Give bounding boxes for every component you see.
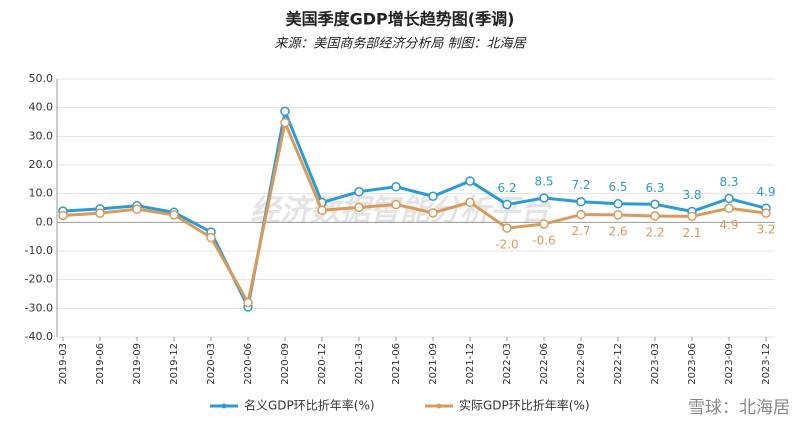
data-point [650, 199, 660, 210]
data-point [243, 297, 253, 308]
data-point [391, 182, 401, 192]
legend-label: 名义GDP环比折年率(%) [244, 398, 375, 413]
y-tick-label: -40.0 [25, 330, 53, 343]
chart-subtitle: 来源：美国商务部经济分析局 制图：北海居 [274, 37, 527, 52]
data-point [465, 176, 475, 186]
data-point [576, 209, 586, 220]
y-tick-label: 50.0 [29, 72, 54, 85]
series-line [62, 106, 767, 312]
x-tick-label: 2019-03 [58, 343, 69, 385]
y-tick-label: 30.0 [29, 129, 54, 142]
data-label: 4.9 [719, 218, 738, 232]
data-point [761, 208, 771, 218]
data-label: 3.2 [756, 223, 775, 237]
data-label: 4.9 [756, 185, 775, 199]
data-label: 2.6 [608, 224, 627, 238]
data-point [724, 203, 734, 214]
x-tick-label: 2023-06 [687, 343, 698, 385]
data-point [502, 223, 512, 233]
data-point [354, 202, 364, 213]
data-point [95, 208, 105, 218]
data-label: -0.6 [532, 234, 555, 248]
data-point [502, 199, 512, 210]
data-point [317, 205, 327, 216]
data-point [428, 208, 438, 218]
data-point [613, 210, 623, 220]
watermark: 经济数据智能分析平台 [250, 194, 552, 229]
x-tick-label: 2023-09 [724, 343, 735, 385]
data-point [132, 204, 142, 214]
data-label: 2.2 [645, 226, 664, 240]
data-point [539, 219, 549, 229]
data-point [280, 117, 290, 128]
x-tick-label: 2023-12 [761, 343, 772, 385]
data-label: -2.0 [495, 238, 518, 252]
data-label: 2.7 [571, 224, 590, 238]
x-tick-label: 2022-06 [539, 343, 550, 385]
data-point [280, 106, 290, 117]
x-tick-label: 2022-12 [613, 343, 624, 385]
data-point [391, 199, 401, 210]
data-point [465, 197, 475, 208]
data-point [539, 193, 549, 203]
data-label: 8.3 [719, 175, 738, 189]
data-point [650, 211, 660, 221]
x-tick-label: 2021-09 [428, 343, 439, 385]
chart-title: 美国季度GDP增长趋势图(季调) [286, 10, 515, 29]
data-point [169, 210, 179, 220]
data-point [576, 196, 586, 207]
data-label: 6.5 [608, 180, 627, 194]
x-tick-label: 2021-06 [391, 343, 402, 385]
series-line [62, 117, 767, 307]
x-tick-label: 2020-09 [280, 343, 291, 385]
y-tick-label: 40.0 [29, 101, 54, 114]
y-tick-label: 10.0 [29, 187, 54, 200]
y-tick-label: -30.0 [25, 301, 53, 314]
data-point [428, 191, 438, 201]
data-label: 6.2 [497, 181, 516, 195]
data-point [206, 232, 216, 243]
legend-label: 实际GDP环比折年率(%) [459, 398, 590, 413]
x-tick-label: 2019-09 [132, 343, 143, 385]
data-label: 6.3 [645, 181, 664, 195]
data-point [687, 211, 697, 222]
data-label: 3.8 [682, 188, 701, 202]
data-point [354, 186, 364, 197]
y-tick-label: -20.0 [25, 273, 53, 286]
x-tick-label: 2020-06 [243, 343, 254, 385]
y-tick-label: -10.0 [25, 244, 53, 257]
data-label: 2.1 [682, 226, 701, 240]
x-tick-label: 2020-03 [206, 343, 217, 385]
legend-dot [221, 403, 227, 409]
data-point [724, 193, 734, 204]
data-label: 8.5 [534, 174, 553, 188]
x-tick-label: 2020-12 [317, 343, 328, 385]
data-label: 7.2 [571, 178, 590, 192]
y-tick-label: 20.0 [29, 158, 54, 171]
data-point [58, 210, 68, 221]
data-point [613, 198, 623, 209]
x-tick-label: 2019-06 [95, 343, 106, 385]
legend-dot [436, 403, 442, 409]
x-tick-label: 2023-03 [650, 343, 661, 385]
credit: 雪球：北海居 [688, 398, 790, 418]
x-tick-label: 2019-12 [169, 343, 180, 385]
x-tick-label: 2022-09 [576, 343, 587, 385]
x-tick-label: 2021-03 [354, 343, 365, 385]
x-tick-label: 2022-03 [502, 343, 513, 385]
x-tick-label: 2021-12 [465, 343, 476, 385]
y-tick-label: 0.0 [36, 215, 54, 228]
